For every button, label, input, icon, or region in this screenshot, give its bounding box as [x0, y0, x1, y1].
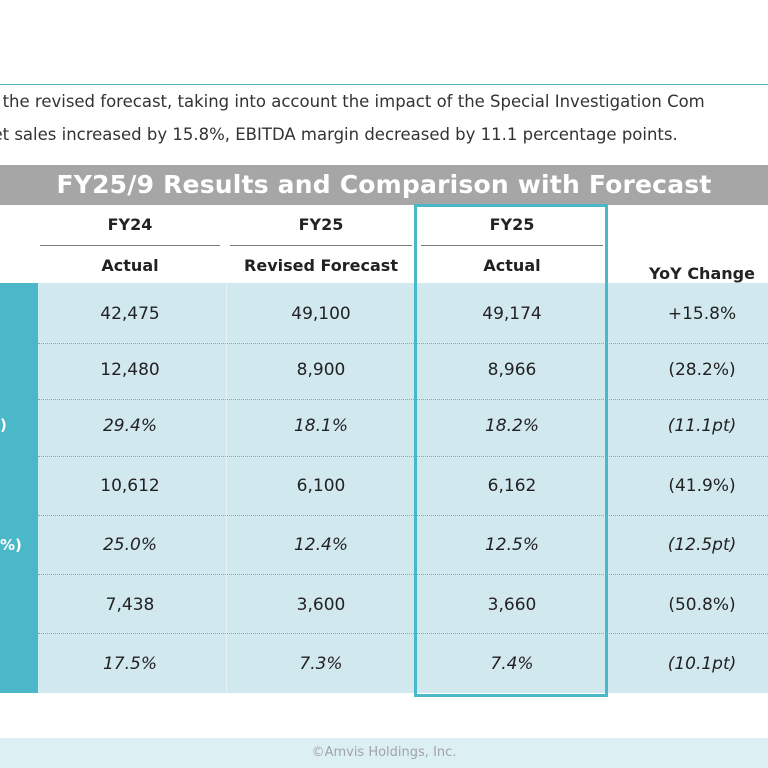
top-divider-line [0, 84, 768, 85]
table-title-banner: FY25/9 Results and Comparison with Forec… [0, 165, 768, 205]
cell-fy25-forecast: 49,100 [291, 304, 351, 324]
header-yoy-change: YoY Change [649, 264, 755, 283]
table-title: FY25/9 Results and Comparison with Forec… [56, 170, 712, 199]
cell-fy25-actual: 18.2% [484, 416, 539, 436]
intro-text-line-1: In the revised forecast, taking into acc… [0, 92, 705, 111]
footer-copyright: ©Amvis Holdings, Inc. [0, 738, 768, 768]
cell-fy24: 17.5% [102, 654, 157, 674]
cell-fy25-actual: 49,174 [482, 304, 542, 324]
cell-yoy: (28.2%) [668, 360, 736, 380]
row-separator [38, 574, 768, 575]
cell-fy25-actual: 8,966 [487, 360, 537, 380]
cell-fy24: 10,612 [100, 476, 160, 496]
table-row [38, 515, 768, 575]
header-underline [230, 245, 412, 246]
header-fy25-actual-basis: Actual [483, 256, 541, 275]
table-row [38, 343, 768, 403]
cell-fy25-forecast: 6,100 [296, 476, 346, 496]
cell-fy25-actual: 7.4% [490, 654, 534, 674]
cell-fy24: 25.0% [102, 535, 157, 555]
cell-fy24: 42,475 [100, 304, 160, 324]
cell-fy25-forecast: 18.1% [293, 416, 348, 436]
table-row [38, 399, 768, 459]
table-row [38, 456, 768, 516]
column-separator [226, 283, 227, 693]
cell-yoy: (10.1pt) [667, 654, 737, 674]
cell-fy25-actual: 3,660 [487, 595, 537, 615]
cell-yoy: (41.9%) [668, 476, 736, 496]
header-fy24-year: FY24 [107, 215, 153, 234]
cell-yoy: (50.8%) [668, 595, 736, 615]
cell-fy24: 12,480 [100, 360, 160, 380]
row-label-operating-margin: %) [0, 536, 22, 554]
row-label-ebitda-margin: ) [0, 416, 7, 434]
table-row [38, 283, 768, 343]
row-separator [38, 633, 768, 634]
cell-yoy: (11.1pt) [667, 416, 737, 436]
cell-fy25-forecast: 7.3% [299, 654, 343, 674]
header-underline [421, 245, 603, 246]
cell-yoy: (12.5pt) [667, 535, 737, 555]
cell-fy25-forecast: 3,600 [296, 595, 346, 615]
cell-yoy: +15.8% [667, 304, 737, 324]
table-row [38, 574, 768, 634]
cell-fy25-actual: 12.5% [484, 535, 539, 555]
row-label-column [0, 283, 38, 693]
row-separator [38, 399, 768, 400]
row-separator [38, 515, 768, 516]
header-fy24-basis: Actual [101, 256, 159, 275]
cell-fy25-forecast: 8,900 [296, 360, 346, 380]
cell-fy24: 7,438 [105, 595, 155, 615]
cell-fy24: 29.4% [102, 416, 157, 436]
fy25-actual-highlight-frame [414, 204, 608, 697]
cell-fy25-forecast: 12.4% [293, 535, 348, 555]
header-fy25-forecast-basis: Revised Forecast [244, 256, 398, 275]
row-separator [38, 456, 768, 457]
intro-text-line-2: net sales increased by 15.8%, EBITDA mar… [0, 125, 678, 144]
header-underline [40, 245, 220, 246]
header-fy25-forecast-year: FY25 [298, 215, 344, 234]
header-fy25-actual-year: FY25 [489, 215, 535, 234]
cell-fy25-actual: 6,162 [487, 476, 537, 496]
table-row [38, 633, 768, 693]
row-separator [38, 343, 768, 344]
